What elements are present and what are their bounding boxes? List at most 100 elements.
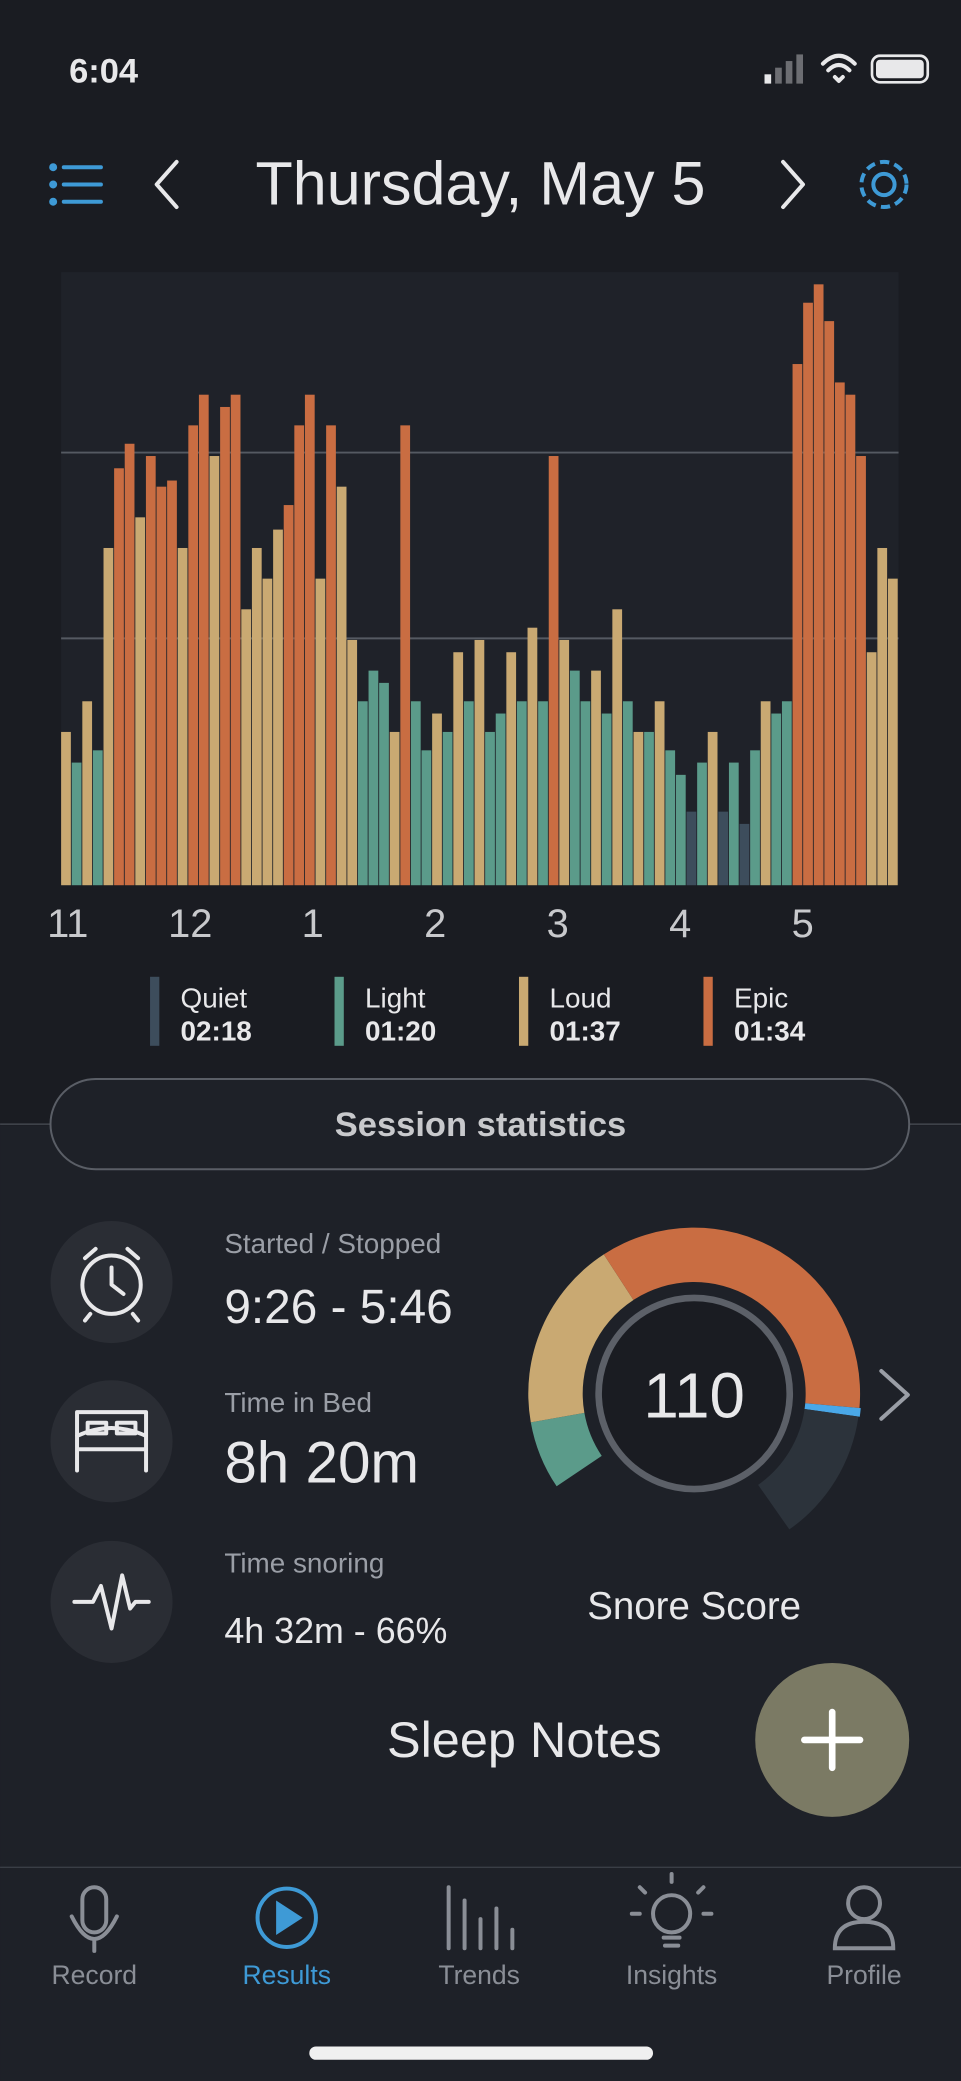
date-title: Thursday, May 5	[255, 149, 705, 217]
clock: 6:04	[69, 52, 138, 90]
snore-bar	[135, 517, 146, 886]
snore-bar	[824, 321, 835, 886]
legend-swatch	[703, 976, 713, 1046]
tab-label: Results	[242, 1960, 330, 1990]
gauge-marker	[804, 1403, 861, 1417]
snore-bar	[209, 456, 220, 886]
trends-icon[interactable]	[446, 1885, 515, 1951]
prev-day[interactable]	[154, 159, 179, 210]
gauge-epic	[603, 1227, 861, 1408]
snore-bar	[92, 750, 103, 886]
alarm-icon	[80, 1246, 143, 1323]
snore-bar	[591, 670, 601, 886]
snore-bar	[304, 394, 315, 886]
snore-bar	[569, 670, 580, 886]
snore-bar	[177, 547, 188, 886]
legend-name: Epic	[734, 982, 788, 1013]
score-value: 110	[643, 1360, 745, 1431]
time-label: 11	[47, 902, 88, 946]
snore-bar	[845, 394, 856, 886]
snore-bar	[866, 652, 877, 886]
bed-icon	[75, 1410, 149, 1473]
legend-duration: 01:37	[550, 1016, 621, 1047]
time-label: 5	[792, 902, 814, 946]
battery-level	[875, 59, 924, 79]
home-indicator	[309, 2046, 654, 2060]
snore-bar	[357, 701, 368, 886]
snore-bar	[506, 652, 517, 886]
snore-bar	[103, 547, 114, 886]
snore-bar	[707, 731, 718, 886]
snore-bar	[760, 701, 771, 886]
snore-bar	[145, 456, 156, 886]
snore-bar	[230, 394, 241, 886]
snore-bar	[283, 505, 294, 886]
signal	[764, 54, 804, 84]
snore-bar	[463, 701, 474, 886]
tab-label: Insights	[626, 1960, 717, 1990]
snore-bar	[156, 486, 167, 886]
snore-bar	[622, 701, 633, 886]
gauge-light	[530, 1412, 602, 1487]
snore-bar	[432, 713, 442, 886]
score-dial	[595, 1294, 794, 1493]
snore-bar	[644, 731, 654, 886]
snore-bar	[453, 652, 464, 886]
snore-bar	[633, 731, 644, 886]
snore-bar	[368, 670, 379, 886]
snore-bar	[495, 713, 506, 886]
snore-bar	[326, 425, 336, 886]
snore-bars	[61, 284, 898, 886]
snore-bar	[612, 609, 623, 886]
results-icon[interactable]	[255, 1886, 318, 1949]
snore-bar	[198, 394, 209, 886]
time-label: 12	[168, 902, 212, 946]
menu-button[interactable]	[49, 163, 103, 206]
legend-swatch	[334, 976, 344, 1046]
snore-bar	[771, 713, 782, 886]
sleep-notes-label: Sleep Notes	[387, 1711, 662, 1768]
tab-bar	[0, 1867, 961, 2081]
snore-bar	[188, 425, 199, 886]
time-label: 2	[424, 902, 446, 946]
stat-label: Time in Bed	[224, 1387, 372, 1418]
stat-value: 8h 20m	[224, 1430, 419, 1495]
snore-bar	[485, 731, 495, 886]
snore-bar	[538, 701, 548, 886]
snore-bar	[167, 480, 177, 886]
tab-label: Profile	[826, 1960, 901, 1990]
snore-bar	[400, 425, 411, 886]
time-label: 4	[669, 902, 691, 946]
battery	[870, 54, 930, 84]
snore-bar	[803, 302, 813, 886]
snore-bar	[548, 456, 559, 886]
legend-duration: 02:18	[181, 1016, 252, 1047]
snore-bar	[697, 762, 707, 886]
wave-icon	[72, 1573, 151, 1631]
stat-label: Started / Stopped	[224, 1228, 441, 1259]
profile-icon[interactable]	[832, 1885, 896, 1951]
snore-bar	[665, 750, 676, 886]
snore-bar	[347, 639, 358, 886]
score-arrow[interactable]	[879, 1368, 910, 1421]
snore-bar	[601, 713, 612, 886]
snore-bar	[336, 486, 347, 886]
session-button[interactable]	[49, 1077, 911, 1171]
next-day[interactable]	[781, 159, 805, 210]
snore-bar	[421, 750, 432, 886]
snore-bar	[580, 701, 591, 886]
record-icon[interactable]	[69, 1885, 119, 1953]
time-label: 3	[547, 902, 569, 946]
time-axis: 11 12 1 2 3 4 5	[47, 902, 814, 946]
snore-bar	[527, 627, 538, 886]
snore-bar	[781, 701, 792, 886]
insights-icon[interactable]	[629, 1871, 714, 1948]
score-gauge[interactable]	[528, 1227, 861, 1530]
settings[interactable]	[859, 159, 909, 210]
snore-bar	[474, 639, 485, 886]
icon-bg	[50, 1380, 173, 1503]
snore-bar	[124, 443, 135, 886]
legend-duration: 01:20	[365, 1016, 436, 1047]
snore-bar	[675, 774, 686, 886]
